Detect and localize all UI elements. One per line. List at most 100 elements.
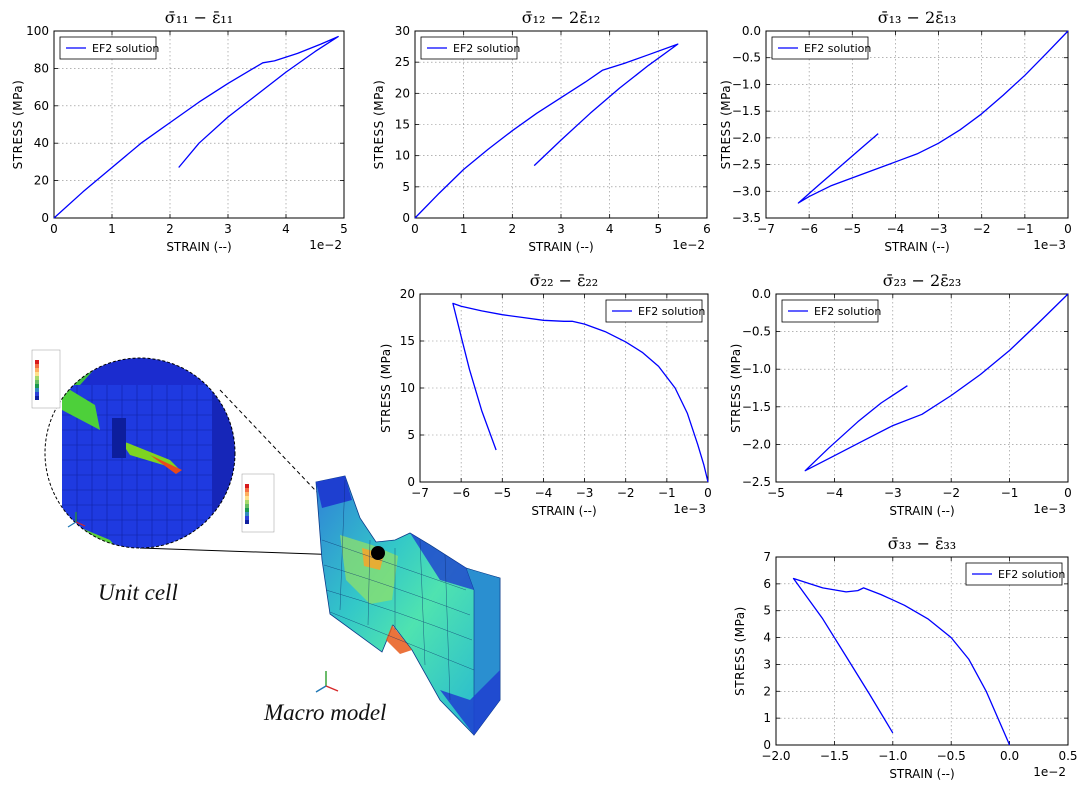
chart-panel-6: −2.0 −1.5 −1.0 −0.5 0.0 0.5 0 1 2 3 4 5 6 7 STRAIN (--… bbox=[733, 534, 1078, 781]
y-tick-label: 100 bbox=[26, 24, 49, 38]
legend-box bbox=[420, 36, 518, 60]
x-tick-label: −3 bbox=[576, 486, 594, 500]
series-line bbox=[804, 293, 1069, 472]
x-tick-label: 0 bbox=[1064, 486, 1072, 500]
legend: EF2 solution bbox=[781, 299, 881, 323]
y-tick-label: −3.0 bbox=[732, 184, 761, 198]
y-tick-label: 20 bbox=[34, 174, 49, 188]
y-tick-label: 20 bbox=[395, 86, 410, 100]
y-tick-label: 60 bbox=[34, 99, 49, 113]
chart-title: σ̄₃₃ − ε̄₃₃ bbox=[888, 534, 956, 553]
y-tick-label: 7 bbox=[763, 550, 771, 564]
y-tick-label: 0 bbox=[41, 211, 49, 225]
legend-label: EF2 solution bbox=[453, 42, 520, 55]
y-axis-label: STRESS (MPa) bbox=[372, 80, 386, 170]
x-tick-label: 0 bbox=[411, 222, 419, 236]
chart-panel-5: −5 −4 −3 −2 −1 0 −2.5 −2.0 −1.5 −1.0 −0.5 0.0 STRAIN… bbox=[729, 271, 1072, 518]
chart-title: σ̄₁₃ − 2ε̄₁₃ bbox=[878, 8, 957, 27]
x-tick-label: −6 bbox=[800, 222, 818, 236]
x-tick-label: 3 bbox=[224, 222, 232, 236]
x-tick-label: −2 bbox=[617, 486, 635, 500]
y-axis-label: STRESS (MPa) bbox=[719, 80, 733, 170]
legend: EF2 solution bbox=[420, 36, 520, 60]
y-tick-label: 0 bbox=[763, 738, 771, 752]
y-tick-label: 15 bbox=[400, 334, 415, 348]
legend-box bbox=[59, 36, 157, 60]
plot-frame bbox=[775, 293, 1069, 483]
y-tick-label: 0 bbox=[407, 475, 415, 489]
y-tick-label: 25 bbox=[395, 55, 410, 69]
y-tick-label: 0.0 bbox=[742, 24, 761, 38]
x-tick-label: 6 bbox=[703, 222, 711, 236]
series-line bbox=[792, 577, 1011, 746]
x-tick-label: −1 bbox=[1016, 222, 1034, 236]
y-tick-label: 0.0 bbox=[752, 287, 771, 301]
legend: EF2 solution bbox=[605, 299, 705, 323]
unit-cell-color-legend bbox=[31, 349, 61, 409]
y-tick-label: 80 bbox=[34, 61, 49, 75]
x-tick-label: −1 bbox=[1001, 486, 1019, 500]
y-tick-label: 10 bbox=[400, 381, 415, 395]
macro-axis-triad bbox=[315, 671, 339, 693]
unit-cell-axis-triad bbox=[67, 512, 86, 528]
legend-box bbox=[605, 299, 703, 323]
x-axis-label: STRAIN (--) bbox=[884, 240, 949, 254]
macro-model-illustration bbox=[315, 475, 501, 736]
x-axis-label: STRAIN (--) bbox=[531, 504, 596, 518]
chart-title: σ̄₂₂ − ε̄₂₂ bbox=[530, 271, 598, 290]
series-line bbox=[53, 35, 339, 219]
x-tick-label: 1 bbox=[460, 222, 468, 236]
y-tick-label: 6 bbox=[763, 577, 771, 591]
x-offset-text: 1e−2 bbox=[672, 238, 705, 252]
legend-box bbox=[781, 299, 879, 323]
legend-label: EF2 solution bbox=[92, 42, 159, 55]
y-tick-label: 40 bbox=[34, 136, 49, 150]
chart-panel-4: −7 −6 −5 −4 −3 −2 −1 0 0 5 10 15 20 STRAIN (--) STRESS… bbox=[379, 271, 712, 518]
x-tick-label: 0 bbox=[704, 486, 712, 500]
macro-model-caption: Macro model bbox=[264, 700, 387, 725]
x-tick-label: −7 bbox=[411, 486, 429, 500]
macro-color-legend bbox=[241, 473, 275, 533]
x-offset-text: 1e−2 bbox=[309, 238, 342, 252]
y-tick-label: 15 bbox=[395, 118, 410, 132]
x-axis-label: STRAIN (--) bbox=[889, 504, 954, 518]
chart-panel-2: 0 1 2 3 4 5 6 0 5 10 15 20 25 30 STRAIN (--) STRESS (MP… bbox=[372, 8, 711, 254]
x-tick-label: −1.0 bbox=[878, 749, 907, 763]
chart-title: σ̄₂₃ − 2ε̄₂₃ bbox=[883, 271, 962, 290]
y-axis-label: STRESS (MPa) bbox=[379, 343, 393, 433]
y-tick-label: −3.5 bbox=[732, 211, 761, 225]
x-tick-label: 2 bbox=[166, 222, 174, 236]
chart-title: σ̄₁₁ − ε̄₁₁ bbox=[165, 8, 233, 27]
x-tick-label: 3 bbox=[557, 222, 565, 236]
y-axis-label: STRESS (MPa) bbox=[733, 606, 747, 696]
x-tick-label: 0.5 bbox=[1058, 749, 1077, 763]
x-tick-label: −1.5 bbox=[820, 749, 849, 763]
y-tick-label: 0 bbox=[402, 211, 410, 225]
legend-box bbox=[771, 36, 869, 60]
series-line bbox=[797, 30, 1069, 204]
x-tick-label: −3 bbox=[884, 486, 902, 500]
x-tick-label: −2 bbox=[973, 222, 991, 236]
x-tick-label: −4 bbox=[826, 486, 844, 500]
y-tick-label: 1 bbox=[763, 711, 771, 725]
y-tick-label: −0.5 bbox=[732, 51, 761, 65]
y-axis-label: STRESS (MPa) bbox=[11, 80, 25, 170]
legend-label: EF2 solution bbox=[998, 568, 1065, 581]
y-tick-label: −1.5 bbox=[732, 104, 761, 118]
chart-panel-1: 0 1 2 3 4 5 0 20 40 60 80 100 STRAIN (--) STRESS (MPa… bbox=[11, 8, 348, 254]
y-tick-label: 10 bbox=[395, 149, 410, 163]
x-tick-label: −4 bbox=[535, 486, 553, 500]
unit-cell-illustration bbox=[45, 358, 235, 548]
x-offset-text: 1e−3 bbox=[1033, 502, 1066, 516]
x-tick-label: 5 bbox=[340, 222, 348, 236]
x-offset-text: 1e−2 bbox=[1033, 765, 1066, 779]
y-axis-label: STRESS (MPa) bbox=[729, 343, 743, 433]
x-tick-label: −2.0 bbox=[761, 749, 790, 763]
y-tick-label: 20 bbox=[400, 287, 415, 301]
legend-label: EF2 solution bbox=[804, 42, 871, 55]
y-tick-label: 4 bbox=[763, 631, 771, 645]
x-tick-label: −6 bbox=[452, 486, 470, 500]
y-tick-label: −2.0 bbox=[732, 131, 761, 145]
x-tick-label: 0.0 bbox=[1000, 749, 1019, 763]
